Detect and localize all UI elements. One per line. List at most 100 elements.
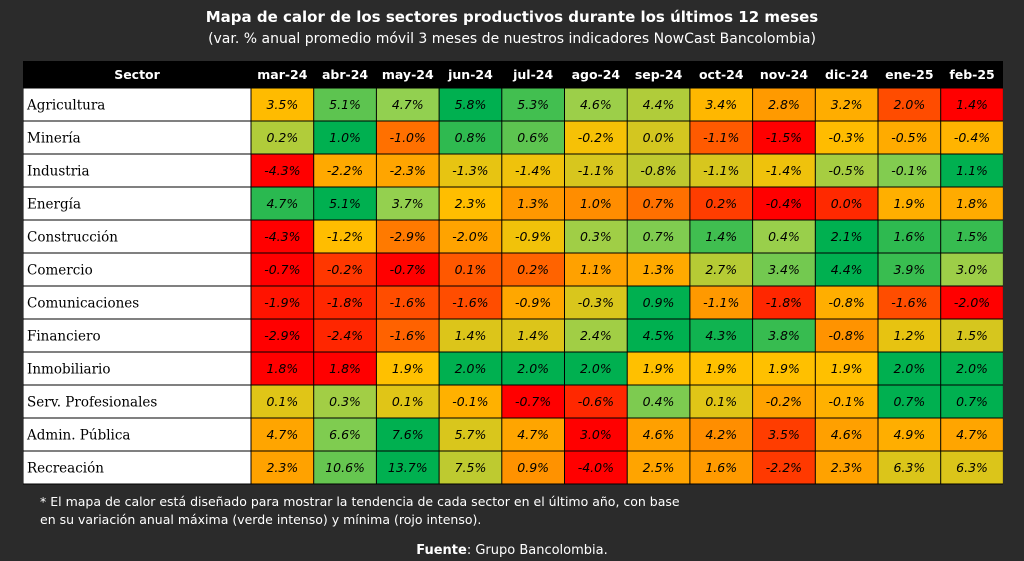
cell-value-label: 0.9% xyxy=(643,295,675,310)
cell-value-label: 7.6% xyxy=(392,427,424,442)
heatmap-cell xyxy=(313,451,377,484)
heatmap-cell xyxy=(627,253,690,286)
sector-cell xyxy=(23,418,251,451)
cell-value-label: 5.7% xyxy=(455,427,487,442)
heatmap-cell xyxy=(815,286,878,319)
heatmap-cell xyxy=(439,187,502,220)
heatmap-cell xyxy=(564,253,628,286)
heatmap-cell xyxy=(376,352,440,385)
sector-label: Agricultura xyxy=(26,98,105,114)
column-header: jun-24 xyxy=(447,67,493,82)
cell-value-label: 4.7% xyxy=(956,427,988,442)
cell-value-label: -0.3% xyxy=(829,130,865,145)
cell-value-label: 2.0% xyxy=(517,361,549,376)
cell-value-label: -0.2% xyxy=(327,262,363,277)
cell-value-label: -1.4% xyxy=(766,163,802,178)
sector-label: Industria xyxy=(27,164,90,180)
cell-value-label: -0.8% xyxy=(829,328,865,343)
cell-value-label: -2.9% xyxy=(390,229,426,244)
heatmap-cell xyxy=(940,253,1003,286)
cell-value-label: -0.1% xyxy=(891,163,927,178)
cell-value-label: 0.2% xyxy=(705,196,737,211)
heatmap-cell xyxy=(501,451,565,484)
heatmap-cell xyxy=(564,352,628,385)
heatmap-cell xyxy=(501,88,565,121)
cell-value-label: 2.0% xyxy=(893,361,925,376)
heatmap-cell xyxy=(752,418,816,451)
heatmap-cell xyxy=(815,121,878,154)
cell-value-label: 2.3% xyxy=(455,196,487,211)
heatmap-cell xyxy=(501,352,565,385)
heatmap-cell xyxy=(940,154,1003,187)
heatmap-cell xyxy=(251,385,314,418)
heatmap-cell xyxy=(251,187,314,220)
cell-value-label: 3.4% xyxy=(768,262,800,277)
cell-value-label: 0.1% xyxy=(392,394,424,409)
heatmap-cell xyxy=(752,220,816,253)
heatmap-cell xyxy=(501,286,565,319)
heatmap-cell xyxy=(313,286,377,319)
heatmap-cell xyxy=(689,220,753,253)
cell-value-label: 0.7% xyxy=(643,196,675,211)
heatmap-cell xyxy=(439,286,502,319)
cell-value-label: 1.2% xyxy=(893,328,925,343)
heatmap-cell xyxy=(878,121,941,154)
heatmap-cell xyxy=(689,451,753,484)
cell-value-label: 4.7% xyxy=(392,97,424,112)
cell-value-label: -0.8% xyxy=(640,163,676,178)
heatmap-cell xyxy=(251,286,314,319)
source-note: Fuente: Grupo Bancolombia. xyxy=(0,543,1024,558)
cell-value-label: 2.1% xyxy=(831,229,863,244)
sector-label: Minería xyxy=(27,131,81,147)
sector-label: Energía xyxy=(27,197,81,213)
heatmap-cell xyxy=(940,220,1003,253)
cell-value-label: 1.3% xyxy=(517,196,549,211)
cell-value-label: -1.4% xyxy=(515,163,551,178)
cell-value-label: -0.7% xyxy=(264,262,300,277)
cell-value-label: 0.3% xyxy=(580,229,612,244)
cell-value-label: 1.6% xyxy=(705,460,737,475)
heatmap-cell xyxy=(313,154,377,187)
source-label: Fuente xyxy=(416,543,467,558)
heatmap-cell xyxy=(752,253,816,286)
cell-value-label: 10.6% xyxy=(325,460,365,475)
heatmap-cell xyxy=(940,187,1003,220)
cell-value-label: 0.1% xyxy=(266,394,298,409)
cell-value-label: 3.8% xyxy=(768,328,800,343)
heatmap-cell xyxy=(689,88,753,121)
sector-cell xyxy=(23,319,251,352)
cell-value-label: 3.5% xyxy=(768,427,800,442)
cell-value-label: 4.9% xyxy=(893,427,925,442)
heatmap-cell xyxy=(564,220,628,253)
sector-label: Admin. Pública xyxy=(26,428,130,444)
cell-value-label: 0.3% xyxy=(329,394,361,409)
heatmap-cell xyxy=(439,121,502,154)
heatmap-cell xyxy=(501,187,565,220)
heatmap-cell xyxy=(878,418,941,451)
heatmap-cell xyxy=(627,451,690,484)
cell-value-label: 2.8% xyxy=(768,97,800,112)
heatmap-cell xyxy=(501,253,565,286)
heatmap-cell xyxy=(313,220,377,253)
cell-value-label: 2.0% xyxy=(455,361,487,376)
cell-value-label: -0.2% xyxy=(766,394,802,409)
cell-value-label: -2.0% xyxy=(452,229,488,244)
column-header: jul-24 xyxy=(512,67,553,82)
heatmap-cell xyxy=(878,451,941,484)
heatmap-cell xyxy=(313,121,377,154)
cell-value-label: 3.7% xyxy=(392,196,424,211)
heatmap-cell xyxy=(752,88,816,121)
heatmap-cell xyxy=(501,220,565,253)
cell-value-label: 5.8% xyxy=(455,97,487,112)
heatmap-cell xyxy=(752,352,816,385)
heatmap-cell xyxy=(251,253,314,286)
heatmap-cell xyxy=(752,319,816,352)
heatmap-cell xyxy=(752,187,816,220)
cell-value-label: -2.3% xyxy=(390,163,426,178)
cell-value-label: 1.9% xyxy=(643,361,675,376)
cell-value-label: 4.7% xyxy=(266,427,298,442)
cell-value-label: 1.9% xyxy=(893,196,925,211)
cell-value-label: -0.3% xyxy=(578,295,614,310)
heatmap-cell xyxy=(627,319,690,352)
heatmap-cell xyxy=(564,121,628,154)
